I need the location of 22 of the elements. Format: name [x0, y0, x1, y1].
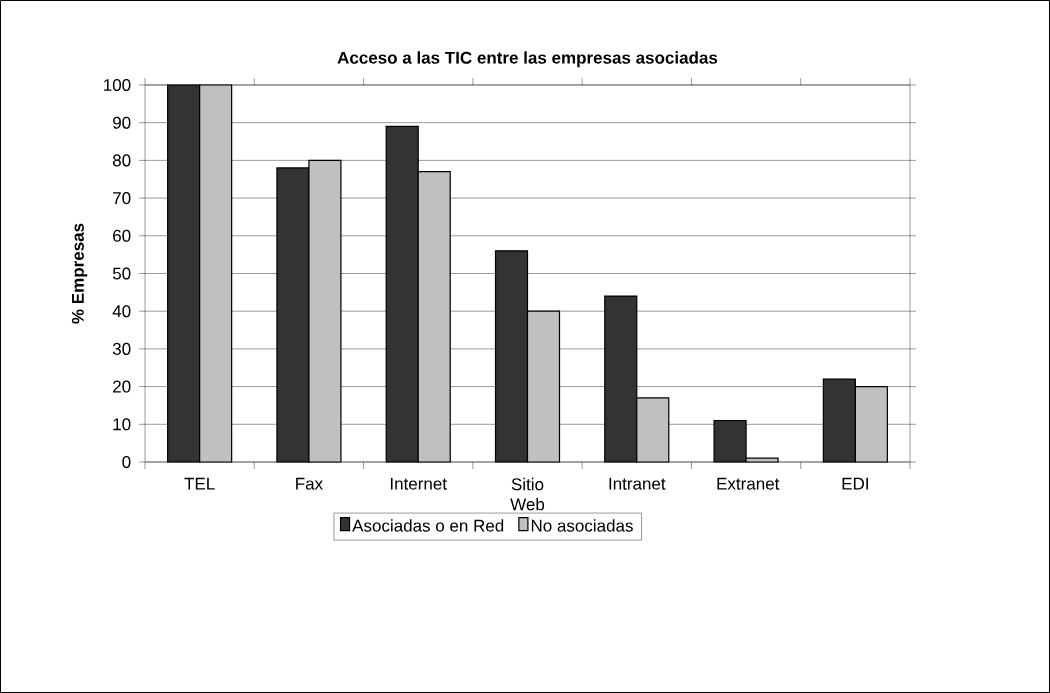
- y-tick-label: 90: [113, 116, 131, 129]
- x-tick-label: EDI: [842, 477, 868, 490]
- x-tick-label: Internet: [390, 477, 447, 490]
- y-tick-label: 60: [113, 229, 131, 242]
- x-tick-label: Sitio Web: [510, 477, 545, 511]
- y-tick-label: 40: [112, 305, 131, 318]
- x-tick-label: Extranet: [717, 477, 780, 490]
- x-tick-label: Fax: [296, 477, 323, 490]
- legend-label: No asociadas: [531, 519, 633, 532]
- y-tick-label: 70: [113, 192, 131, 205]
- legend-label: Asociadas o en Red: [352, 519, 504, 532]
- y-axis-title: % Empresas: [71, 223, 88, 324]
- y-tick-label: 10: [113, 418, 131, 431]
- y-tick-label: 0: [122, 455, 131, 469]
- y-tick-label: 50: [112, 267, 131, 280]
- y-tick-label: 80: [112, 154, 131, 167]
- y-tick-label: 100: [104, 78, 131, 92]
- x-tick-label: Intranet: [609, 477, 666, 490]
- x-tick-label: TEL: [184, 477, 215, 490]
- y-tick-label: 20: [113, 380, 131, 393]
- chart-title: Acceso a las TIC entre las empresas asociadas: [337, 51, 718, 68]
- y-tick-label: 30: [112, 342, 131, 355]
